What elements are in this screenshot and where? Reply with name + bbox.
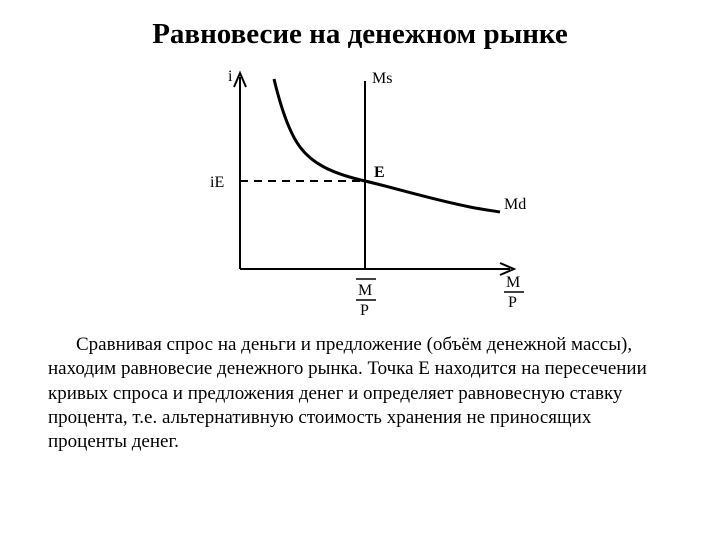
mp-bar-m: M [358, 282, 372, 299]
chart-svg: i Ms E iE Md M P M P [170, 59, 550, 319]
ms-label: Ms [372, 70, 392, 87]
mp-bar-p: P [360, 302, 369, 319]
y-axis-label: i [228, 68, 233, 85]
md-curve [274, 79, 500, 212]
equilibrium-chart: i Ms E iE Md M P M P [48, 59, 672, 319]
e-point-label: E [374, 164, 385, 181]
ie-label: iE [210, 174, 224, 191]
body-paragraph: Сравнивая спрос на деньги и предложение … [48, 333, 672, 455]
paragraph-text: Сравнивая спрос на деньги и предложение … [48, 334, 647, 452]
x-axis-m: M [506, 274, 520, 291]
md-label: Md [504, 196, 526, 213]
x-axis-p: P [508, 294, 517, 311]
page-title: Равновесие на денежном рынке [48, 18, 672, 51]
